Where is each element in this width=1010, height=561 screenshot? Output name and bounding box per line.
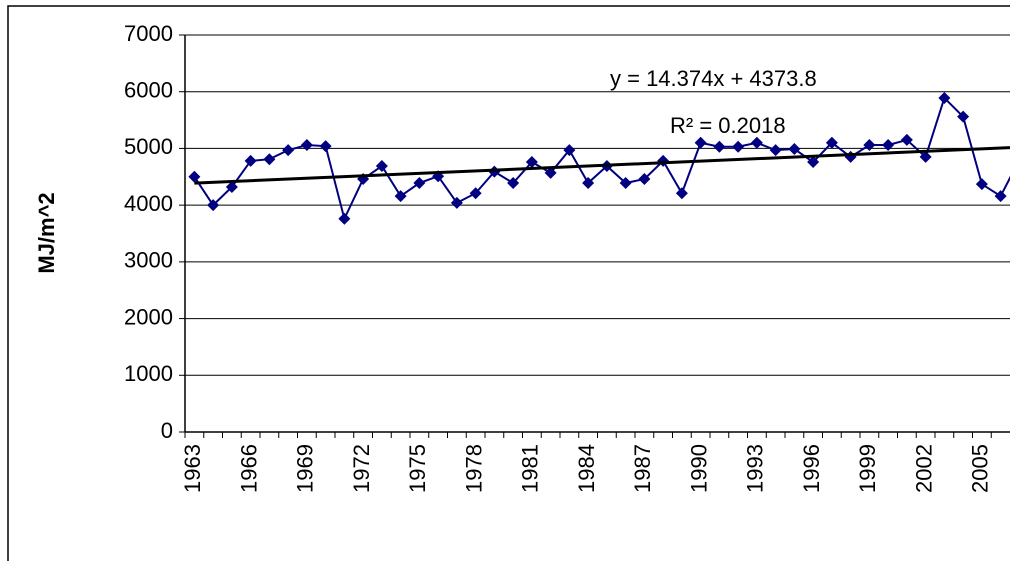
y-tick-label: 2000	[124, 304, 173, 329]
data-point	[263, 153, 276, 166]
data-point	[882, 139, 895, 152]
y-tick-label: 3000	[124, 248, 173, 273]
x-tick-label: 1975	[405, 444, 430, 493]
data-point	[282, 144, 295, 157]
y-tick-label: 4000	[124, 191, 173, 216]
x-tick-label: 1981	[518, 444, 543, 493]
data-point	[544, 166, 557, 179]
data-point	[694, 136, 707, 149]
data-point	[563, 144, 576, 157]
data-point	[450, 196, 463, 209]
data-point	[825, 136, 838, 149]
y-tick-label: 7000	[124, 21, 173, 46]
data-point	[469, 187, 482, 200]
data-point	[207, 199, 220, 212]
data-point	[900, 133, 913, 146]
data-point	[375, 160, 388, 173]
data-point	[300, 139, 313, 152]
data-point	[525, 156, 538, 169]
data-point	[788, 142, 801, 155]
data-point	[957, 110, 970, 123]
x-tick-label: 2002	[911, 444, 936, 493]
x-tick-label: 1966	[236, 444, 261, 493]
trend-line	[194, 146, 1010, 185]
data-point	[619, 177, 632, 190]
data-point	[807, 156, 820, 169]
data-point	[638, 173, 651, 186]
x-tick-label: 1963	[180, 444, 205, 493]
y-tick-label: 1000	[124, 361, 173, 386]
data-point	[582, 177, 595, 190]
data-point	[394, 190, 407, 203]
chart-border	[7, 5, 1010, 561]
data-point	[507, 177, 520, 190]
data-point	[750, 136, 763, 149]
data-point	[975, 178, 988, 191]
x-tick-label: 1993	[743, 444, 768, 493]
trend-equation: y = 14.374x + 4373.8	[610, 66, 817, 91]
x-tick-label: 1978	[461, 444, 486, 493]
x-tick-label: 1969	[293, 444, 318, 493]
data-point	[225, 180, 238, 193]
data-point	[994, 190, 1007, 203]
y-tick-label: 5000	[124, 134, 173, 159]
data-point	[319, 140, 332, 153]
data-point	[188, 170, 201, 183]
y-tick-label: 0	[161, 418, 173, 443]
x-tick-label: 2005	[968, 444, 993, 493]
data-point	[938, 91, 951, 104]
data-point	[413, 177, 426, 190]
y-tick-label: 6000	[124, 78, 173, 103]
x-tick-label: 1972	[349, 444, 374, 493]
x-tick-label: 1990	[686, 444, 711, 493]
data-point	[769, 144, 782, 157]
trend-r-squared: R² = 0.2018	[670, 113, 786, 138]
data-point	[244, 154, 257, 167]
data-point	[919, 150, 932, 163]
data-point	[713, 140, 726, 153]
y-axis-label: MJ/m^2	[34, 192, 59, 273]
data-point	[732, 140, 745, 153]
x-tick-label: 1984	[574, 444, 599, 493]
x-tick-label: 1996	[799, 444, 824, 493]
x-tick-label: 1999	[855, 444, 880, 493]
x-tick-label: 1987	[630, 444, 655, 493]
data-point	[338, 212, 351, 225]
data-point	[675, 187, 688, 200]
data-point	[863, 139, 876, 152]
